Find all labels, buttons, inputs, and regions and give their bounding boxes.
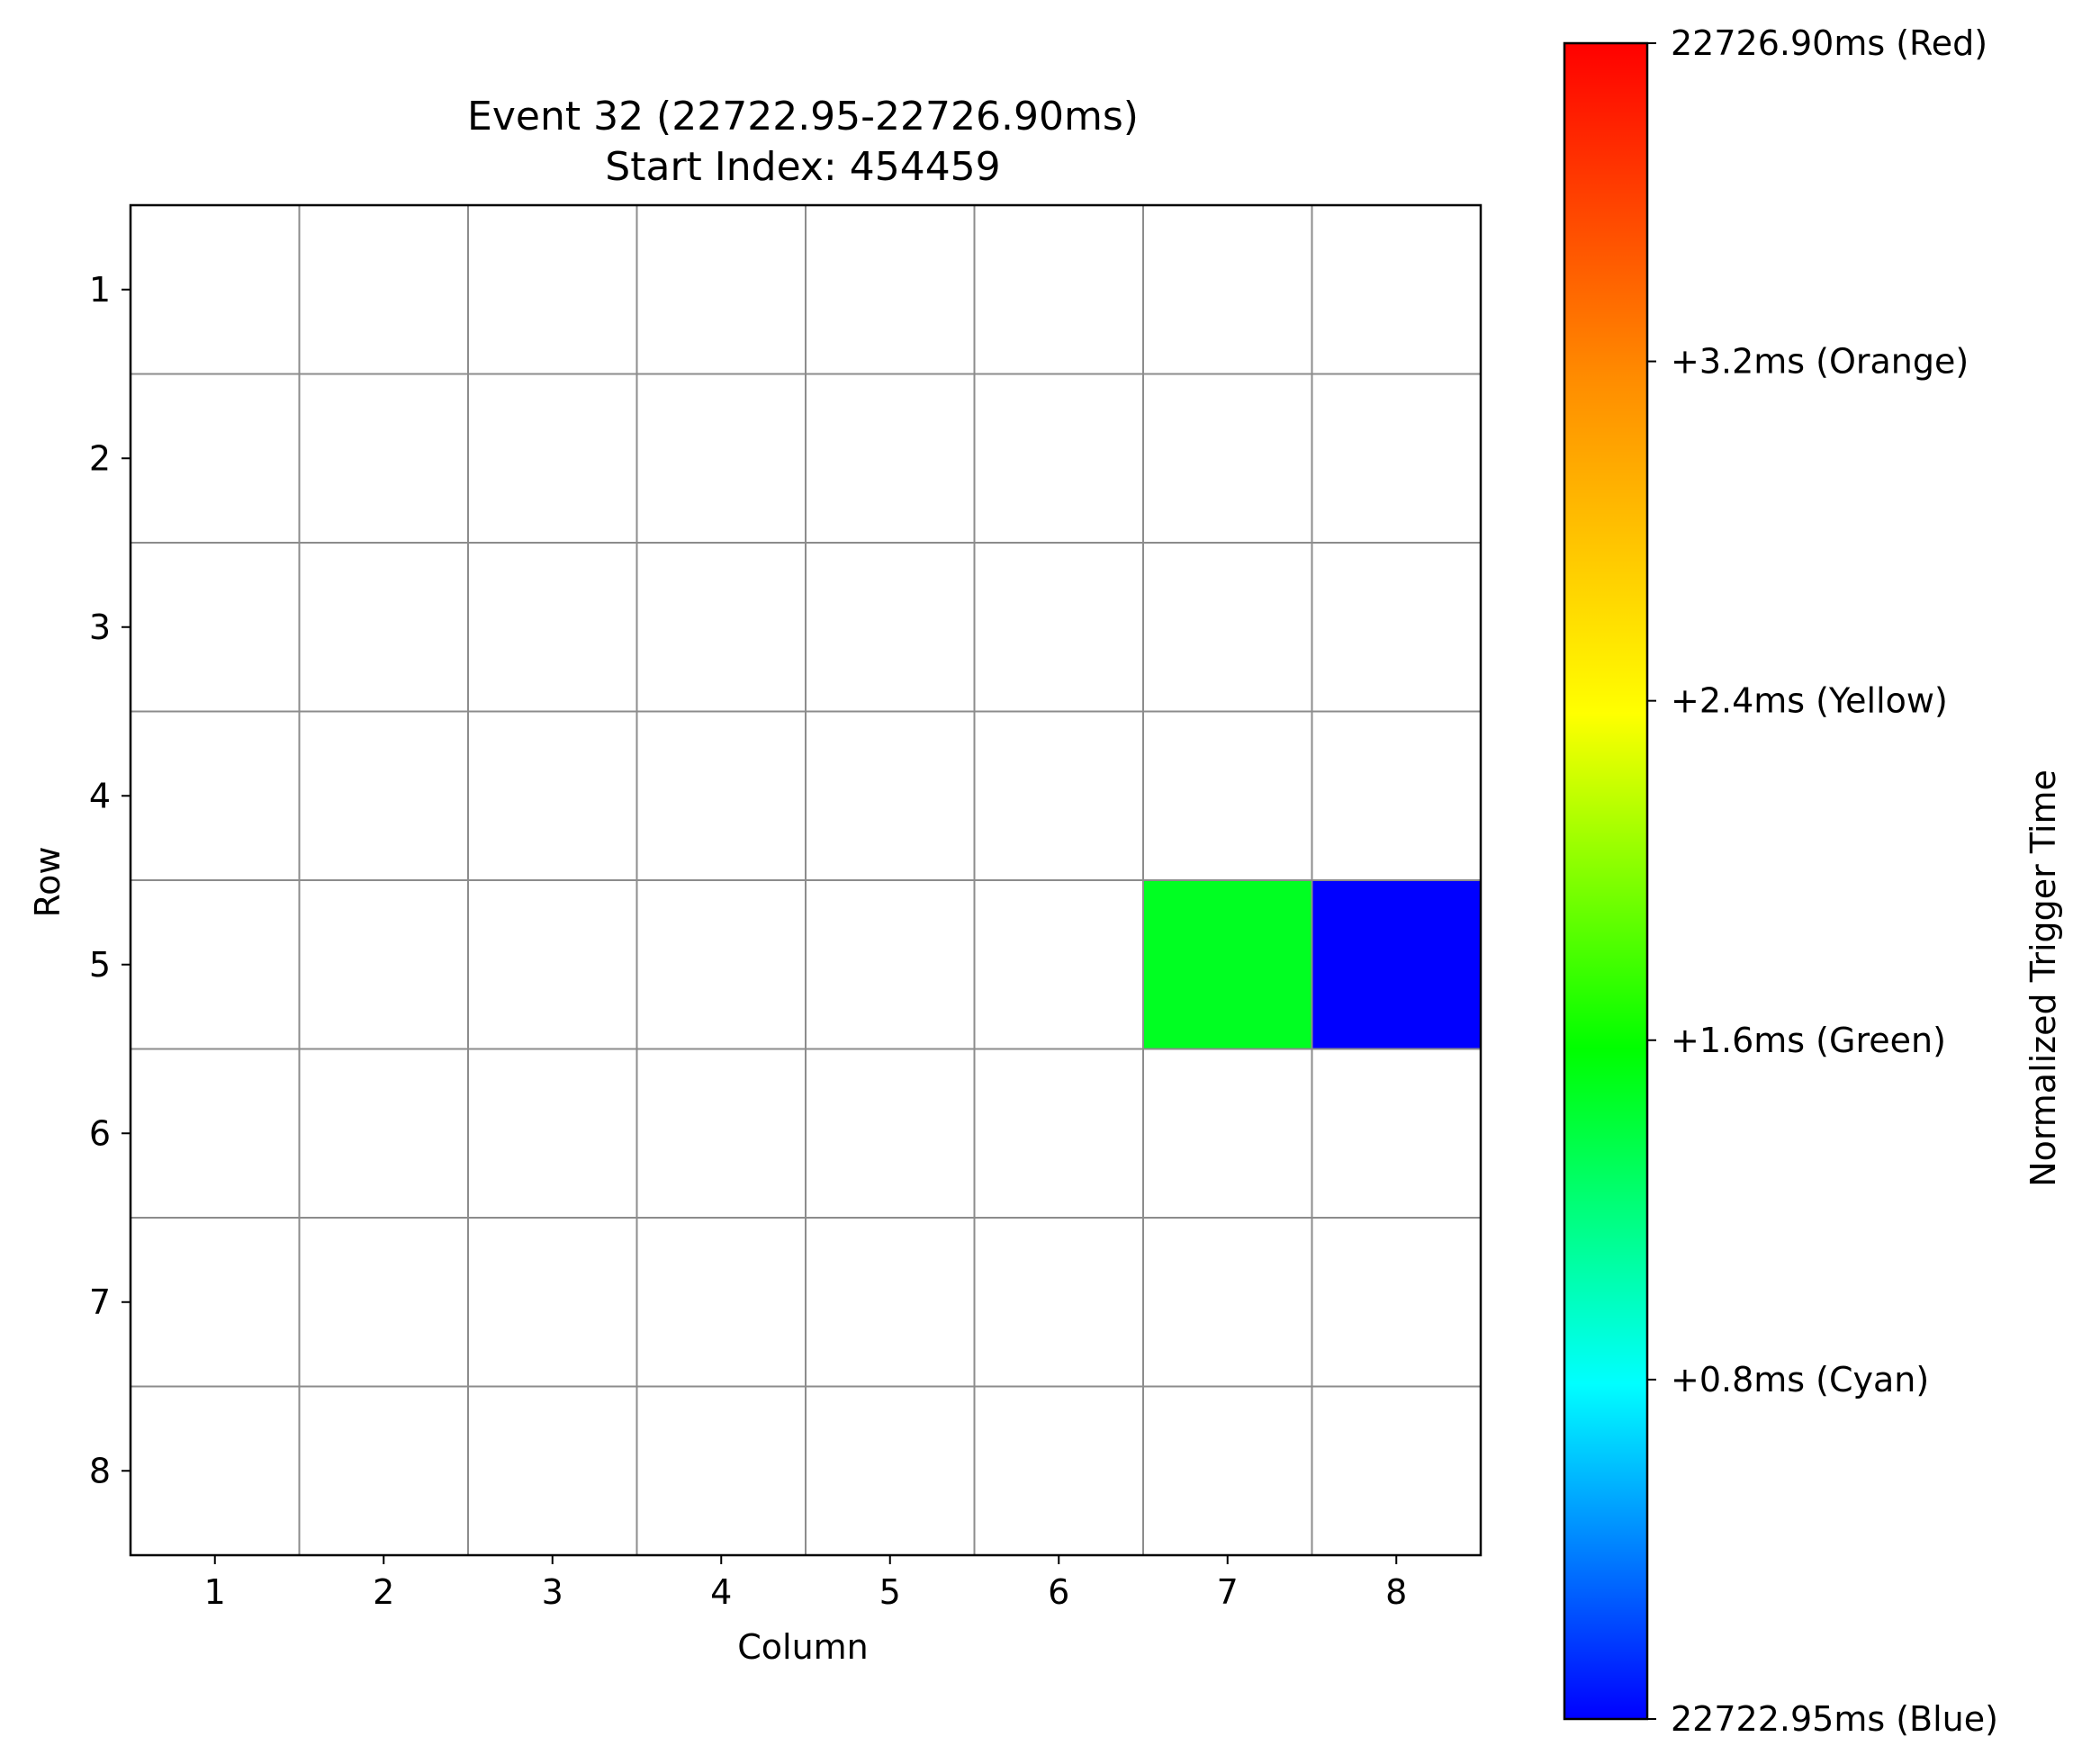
x-tick-label: 2 xyxy=(373,1572,394,1612)
y-tick-label: 5 xyxy=(89,945,111,985)
chart-subtitle: Start Index: 454459 xyxy=(605,144,1000,190)
y-tick-label: 2 xyxy=(89,438,111,478)
colorbar-tick-label: +3.2ms (Orange) xyxy=(1671,342,1969,382)
colorbar-tick-label: +0.8ms (Cyan) xyxy=(1671,1360,1929,1400)
heatmap-cell-r5-c8 xyxy=(1311,880,1481,1049)
colorbar-gradient xyxy=(1563,41,1649,1721)
x-tick-label: 5 xyxy=(879,1572,901,1612)
y-tick-label: 6 xyxy=(89,1113,111,1153)
y-axis-label: Row xyxy=(28,846,68,917)
chart-title: Event 32 (22722.95-22726.90ms) xyxy=(467,94,1139,140)
colorbar-label: Normalized Trigger Time xyxy=(2023,770,2063,1187)
colorbar-tick-label: +1.6ms (Green) xyxy=(1671,1021,1946,1060)
x-tick-label: 6 xyxy=(1048,1572,1069,1612)
x-tick-label: 7 xyxy=(1217,1572,1239,1612)
y-tick-label: 8 xyxy=(89,1451,111,1490)
colorbar-tick-label: 22722.95ms (Blue) xyxy=(1671,1699,1998,1739)
y-tick-label: 7 xyxy=(89,1282,111,1322)
x-tick-label: 3 xyxy=(542,1572,563,1612)
x-axis-label: Column xyxy=(737,1627,869,1667)
y-tick-label: 4 xyxy=(89,776,111,815)
heatmap-plot-area: 1 2 3 4 5 6 7 8 1 2 3 4 5 6 7 8 xyxy=(89,203,1483,1612)
colorbar-tick-label: +2.4ms (Yellow) xyxy=(1671,681,1948,721)
colorbar: 22722.95ms (Blue) +0.8ms (Cyan) +1.6ms (Gr… xyxy=(1563,23,1998,1739)
y-tick-label: 1 xyxy=(89,270,111,310)
colorbar-tick-label: 22726.90ms (Red) xyxy=(1671,23,1987,63)
y-tick-label: 3 xyxy=(89,608,111,647)
heatmap-cell-r5-c7 xyxy=(1143,880,1312,1049)
plot-frame xyxy=(129,203,1483,1557)
x-tick-label: 1 xyxy=(204,1572,226,1612)
x-tick-label: 4 xyxy=(710,1572,732,1612)
x-tick-label: 8 xyxy=(1385,1572,1407,1612)
